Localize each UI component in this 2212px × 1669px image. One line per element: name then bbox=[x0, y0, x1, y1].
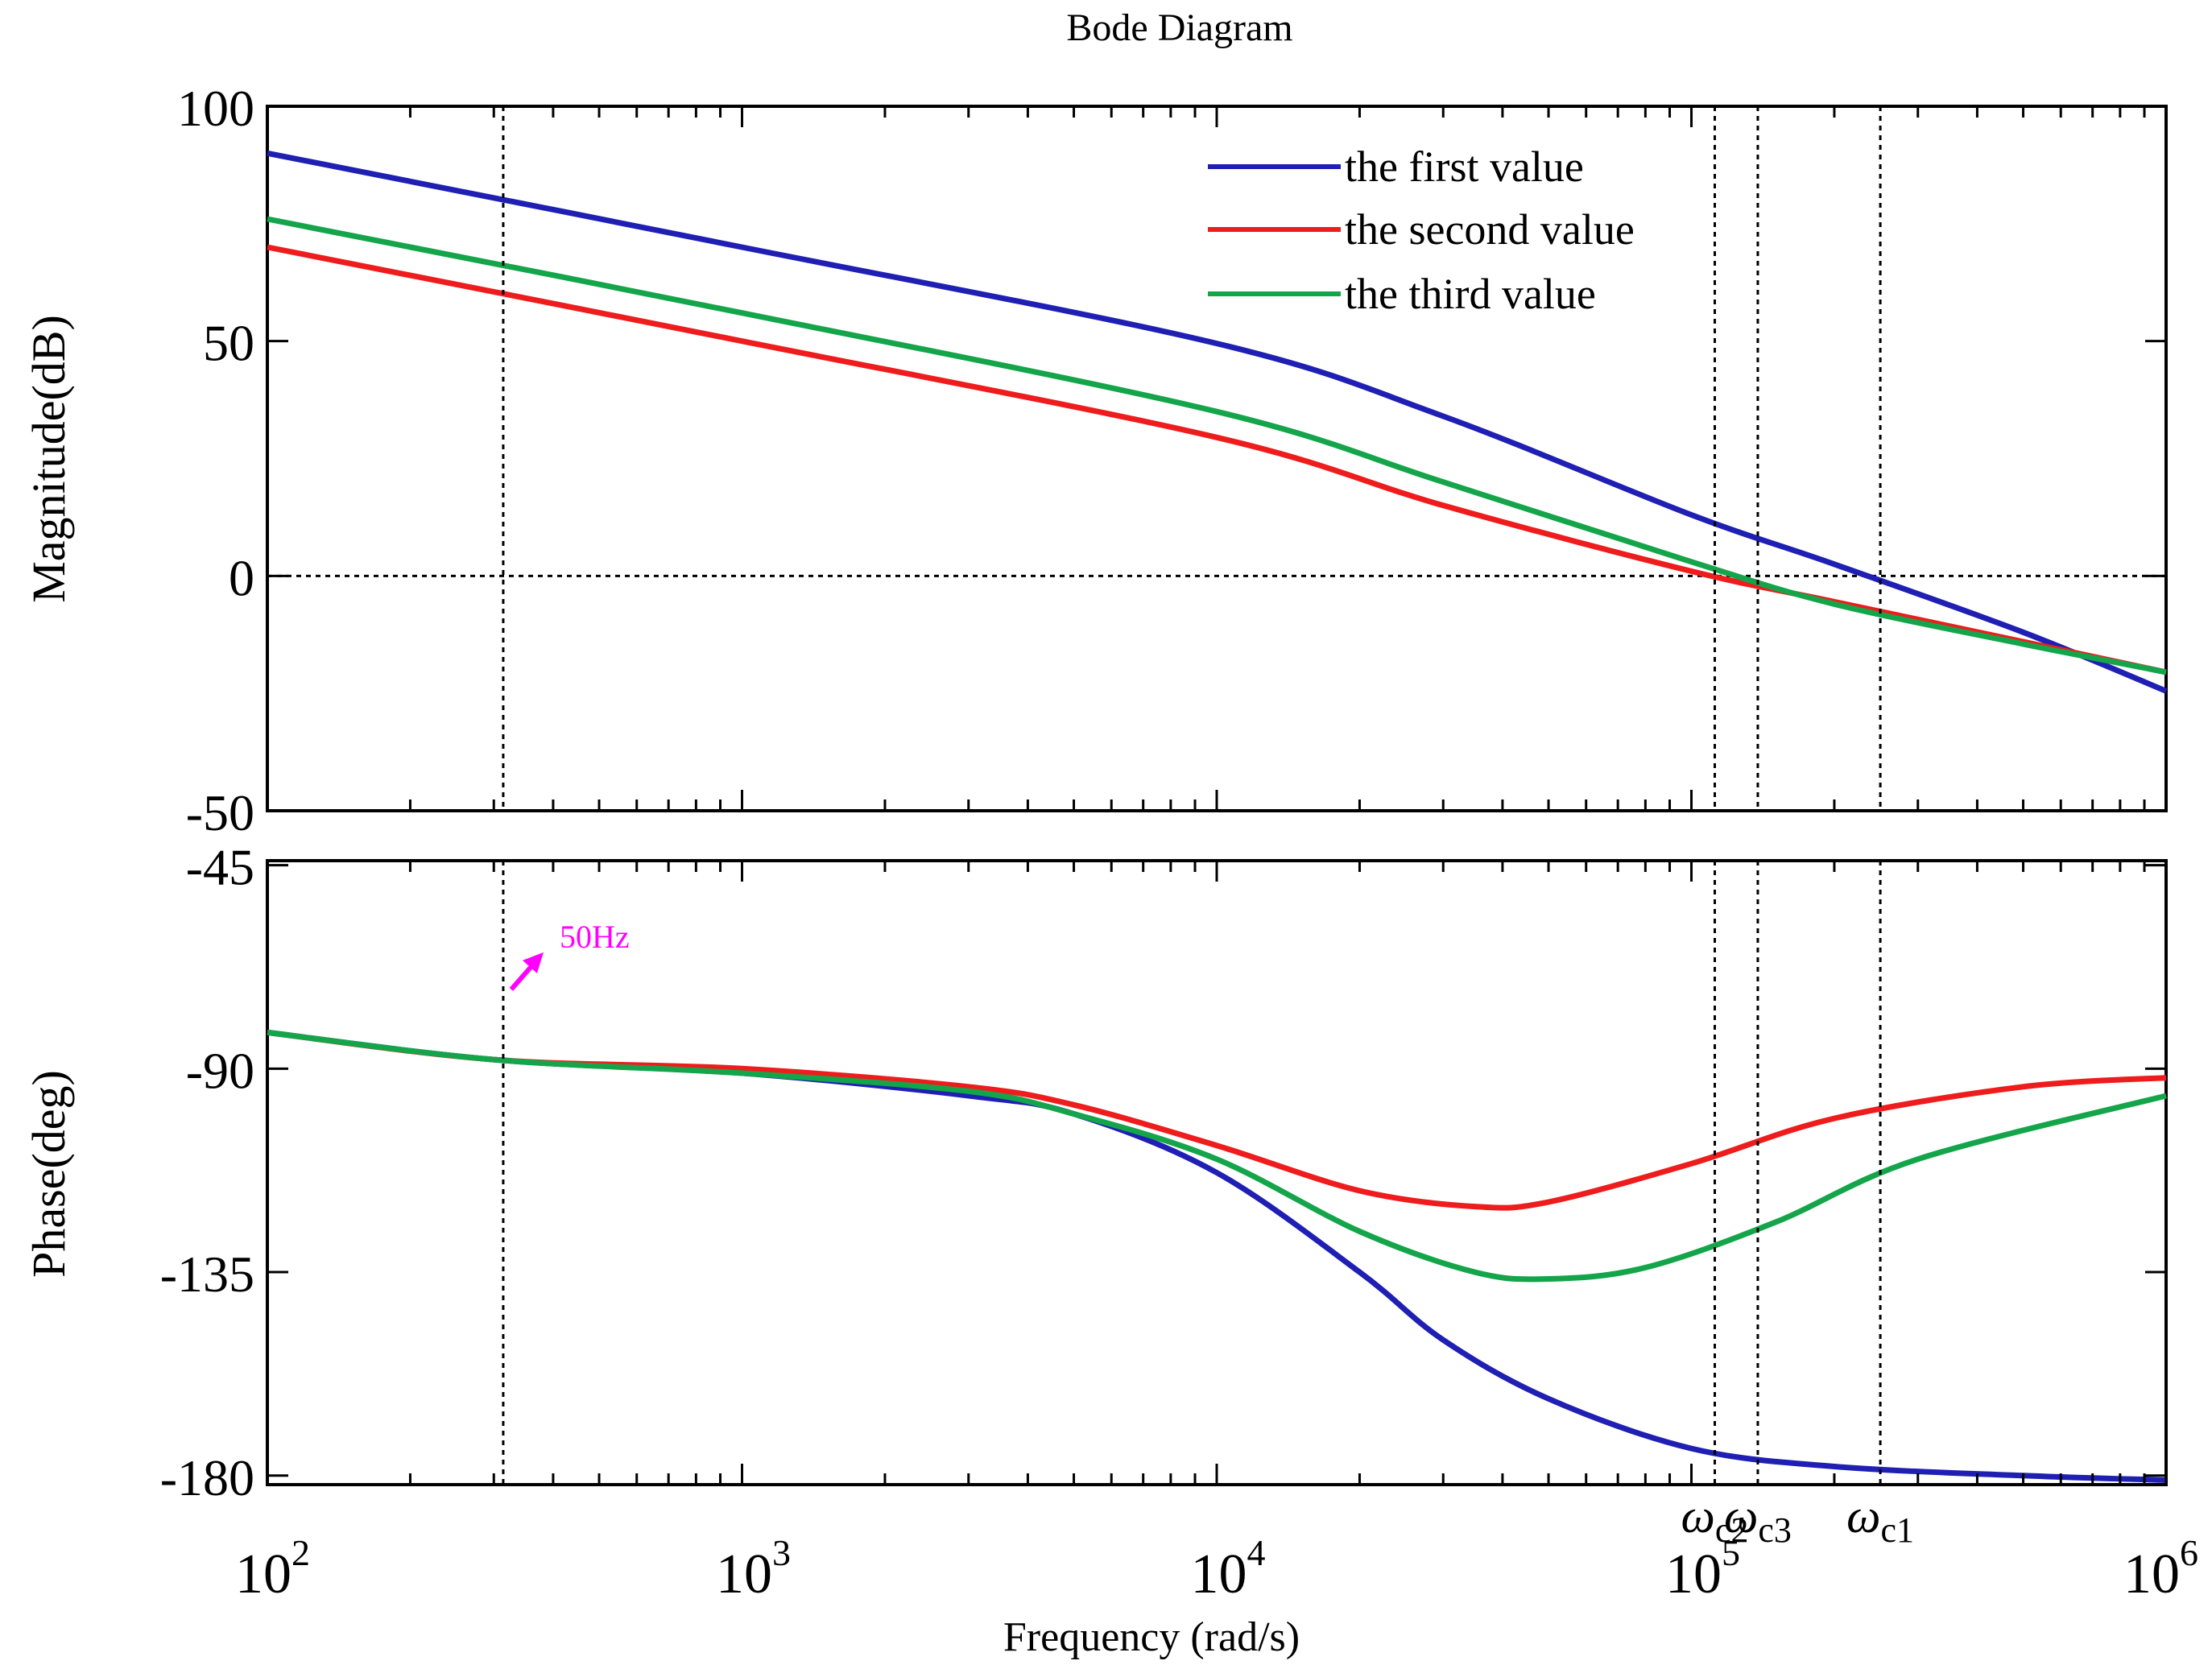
magnitude-series-second-line bbox=[267, 244, 2167, 675]
phase-series-third-line bbox=[267, 1029, 2167, 1283]
phase-y-tick-label: -135 bbox=[160, 1246, 254, 1303]
chart-title: Bode Diagram bbox=[1066, 6, 1292, 49]
marker-label-omega-c2: ωc2 bbox=[1681, 1489, 1749, 1550]
omega-symbol: ω bbox=[1724, 1489, 1758, 1543]
magnitude-series-third-line bbox=[267, 216, 2167, 675]
magnitude-y-axis-label: Magnitude(dB) bbox=[23, 315, 75, 603]
phase-y-tick-label: -180 bbox=[160, 1449, 254, 1506]
x-tick-exponent: 5 bbox=[1722, 1532, 1740, 1573]
x-tick-label: 102 bbox=[235, 1532, 310, 1605]
x-tick-label: 103 bbox=[716, 1532, 791, 1605]
omega-symbol: ω bbox=[1846, 1489, 1880, 1543]
phase-y-tick-label: -90 bbox=[186, 1042, 254, 1099]
annotation-label: 50Hz bbox=[560, 919, 630, 955]
legend: the first value the second value the third… bbox=[1208, 143, 1635, 318]
x-tick-base: 10 bbox=[2123, 1543, 2180, 1605]
magnitude-y-tick-label: 0 bbox=[229, 549, 254, 606]
annotation-50hz: 50Hz bbox=[509, 919, 630, 991]
omega-symbol: ω bbox=[1681, 1489, 1715, 1543]
omega-subscript: c2 bbox=[1715, 1510, 1749, 1550]
x-tick-base: 10 bbox=[1665, 1543, 1722, 1605]
x-tick-exponent: 6 bbox=[2180, 1532, 2198, 1573]
x-tick-base: 10 bbox=[235, 1543, 291, 1605]
marker-label-omega-c1: ωc1 bbox=[1846, 1489, 1914, 1550]
phase-y-axis-label: Phase(deg) bbox=[23, 1070, 75, 1278]
magnitude-y-tick-label: -50 bbox=[186, 784, 254, 841]
phase-panel: -45 -90 -135 -180 Phase(deg) bbox=[23, 839, 2168, 1506]
x-tick-exponent: 3 bbox=[772, 1532, 791, 1573]
x-tick-exponent: 4 bbox=[1247, 1532, 1266, 1573]
x-tick-exponent: 2 bbox=[291, 1532, 310, 1573]
marker-label-omega-c3: ωc3 bbox=[1724, 1489, 1792, 1550]
x-tick-base: 10 bbox=[716, 1543, 772, 1605]
legend-label-second: the second value bbox=[1345, 205, 1635, 254]
phase-series-second-line bbox=[267, 1029, 2167, 1211]
x-axis-label: Frequency (rad/s) bbox=[1003, 1614, 1300, 1660]
magnitude-panel: 100 50 0 -50 Magnitude(dB) bbox=[23, 80, 2168, 841]
x-tick-label: 105 bbox=[1665, 1532, 1740, 1605]
x-tick-label: 104 bbox=[1191, 1532, 1266, 1605]
x-tick-label: 106 bbox=[2123, 1532, 2198, 1605]
legend-label-third: the third value bbox=[1345, 270, 1596, 318]
annotation-arrow-shaft bbox=[509, 961, 536, 991]
magnitude-y-tick-label: 50 bbox=[203, 315, 254, 372]
phase-y-tick-label: -45 bbox=[186, 839, 254, 896]
magnitude-series-first-line bbox=[267, 150, 2168, 694]
omega-subscript: c3 bbox=[1758, 1510, 1792, 1550]
omega-subscript: c1 bbox=[1881, 1510, 1915, 1550]
x-tick-base: 10 bbox=[1191, 1543, 1247, 1605]
annotation-arrow-head bbox=[522, 952, 544, 973]
magnitude-y-tick-label: 100 bbox=[177, 80, 254, 137]
frequency-axis: 102 103 104 105 106 bbox=[235, 1532, 2198, 1605]
magnitude-axes-frame bbox=[266, 105, 2168, 812]
legend-label-first: the first value bbox=[1345, 143, 1584, 191]
